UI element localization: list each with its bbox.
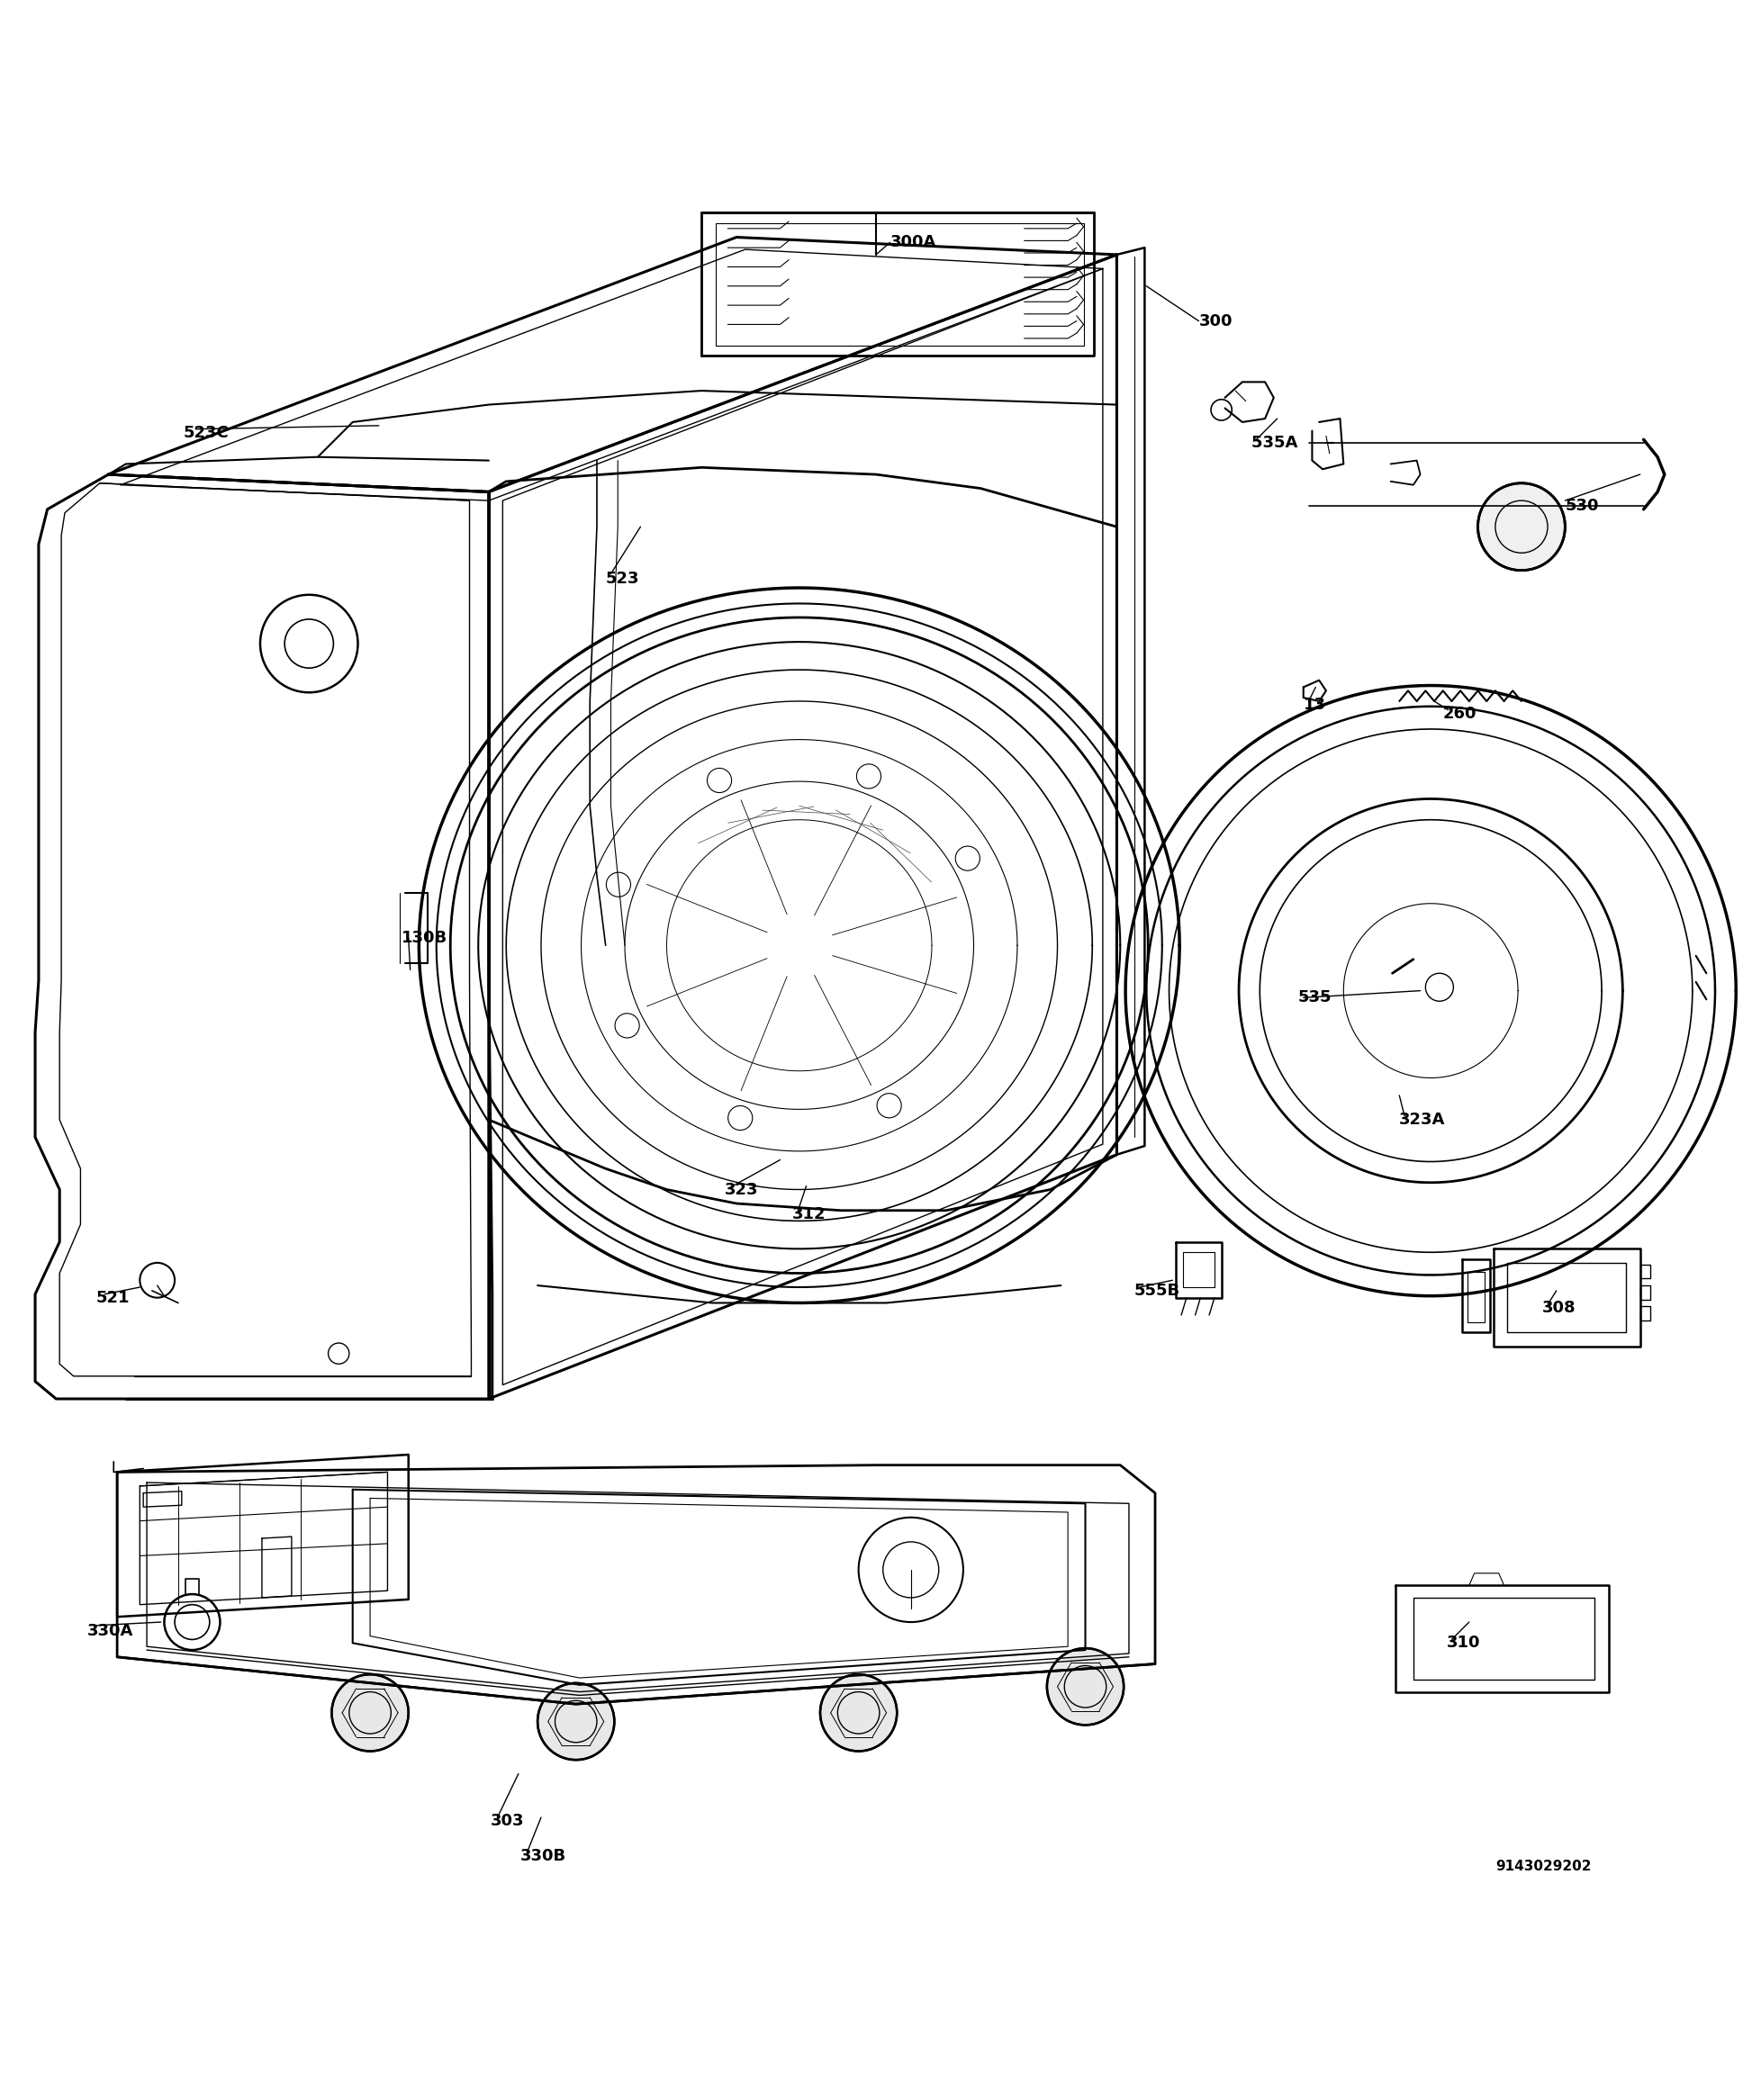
Text: 330B: 330B: [520, 1848, 566, 1865]
Text: 555B: 555B: [1134, 1283, 1181, 1298]
Text: 530: 530: [1565, 498, 1600, 514]
Text: 523: 523: [606, 571, 639, 588]
Circle shape: [331, 1674, 408, 1751]
Text: 323: 323: [724, 1182, 759, 1197]
Circle shape: [538, 1682, 615, 1760]
Text: 300A: 300A: [890, 235, 936, 250]
Circle shape: [1479, 483, 1565, 571]
Text: 521: 521: [96, 1289, 130, 1306]
Text: 535: 535: [1298, 989, 1332, 1006]
Text: 13: 13: [1303, 697, 1326, 712]
Circle shape: [1048, 1648, 1123, 1724]
Text: 323A: 323A: [1400, 1111, 1445, 1128]
Text: 330A: 330A: [88, 1623, 133, 1638]
Text: 9143029202: 9143029202: [1494, 1858, 1591, 1873]
Text: 523C: 523C: [184, 424, 230, 441]
Text: 300: 300: [1198, 313, 1232, 330]
Circle shape: [820, 1674, 897, 1751]
Text: 310: 310: [1447, 1636, 1480, 1651]
Text: 130B: 130B: [401, 930, 447, 947]
Text: 303: 303: [491, 1812, 524, 1829]
Text: 312: 312: [792, 1205, 825, 1222]
Text: 308: 308: [1542, 1300, 1577, 1317]
Text: 260: 260: [1444, 706, 1477, 722]
Text: 535​A: 535​A: [1251, 435, 1296, 452]
